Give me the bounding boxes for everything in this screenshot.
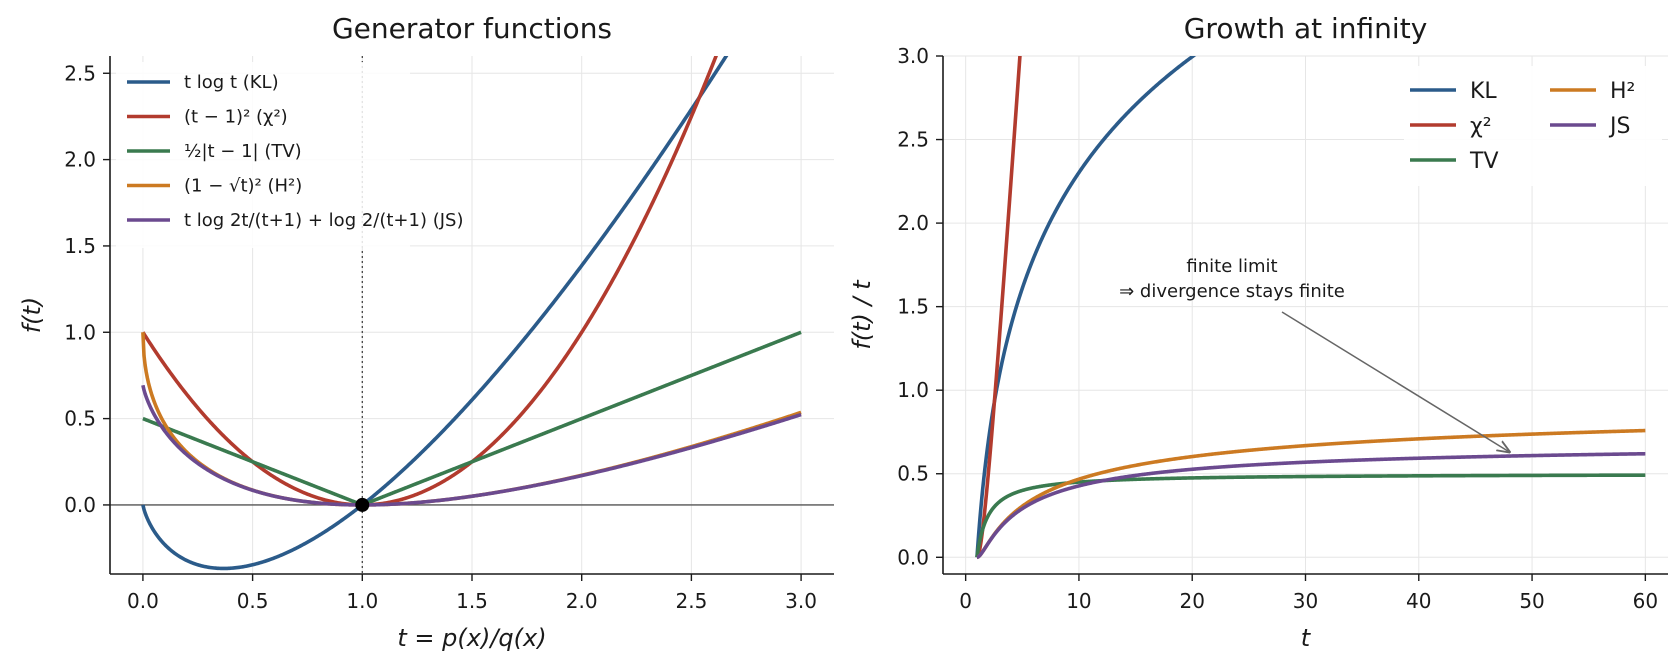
panel1-legend-label-KL: t log t (KL) xyxy=(184,72,279,93)
annotation-arrow xyxy=(1281,311,1509,452)
panel2-legend-label-H2: H² xyxy=(1610,79,1635,104)
panel2-x-axis-label: t xyxy=(1301,624,1312,652)
panel2-y-axis-label: f(t) / t xyxy=(848,279,876,350)
panel1-legend: t log t (KL) (t − 1)² (χ²) ½|t − 1| (TV) (1… xyxy=(116,62,464,248)
panel2-y-tick-label: 3.0 xyxy=(897,44,929,68)
panel1-x-tick-label: 1.5 xyxy=(456,589,488,613)
panel2-legend-label-chi2: χ² xyxy=(1470,114,1492,139)
panel1-x-tick-label: 1.0 xyxy=(346,589,378,613)
panel2-legend: KL χ² TV H² JS xyxy=(1410,79,1635,174)
panel1-legend-label-JS: t log 2t/(t+1) + log 2/(t+1) (JS) xyxy=(184,210,464,231)
panel1-legend-label-TV: ½|t − 1| (TV) xyxy=(184,141,302,162)
panel2-series-H2 xyxy=(975,428,1646,560)
panel1-legend-box xyxy=(116,62,410,248)
panel1-x-axis-label: t = p(x)/q(x) xyxy=(397,624,546,652)
generator-functions-panel: 0.0 0.5 1.0 1.5 2.0 2.5 3.00.00.51.01.52.02.5 … xyxy=(18,12,834,652)
panel2-x-tick-label: 40 xyxy=(1406,589,1431,613)
panel1-x-tick-label: 0.5 xyxy=(237,589,269,613)
panel2-x-tick-label: 30 xyxy=(1293,589,1318,613)
annotation-line-2: ⇒ divergence stays finite xyxy=(1119,281,1345,302)
panel2-x-tick-label: 10 xyxy=(1066,589,1091,613)
panel1-x-tick-label: 3.0 xyxy=(785,589,817,613)
panel1-series-TV xyxy=(142,330,802,507)
panel2-legend-label-KL: KL xyxy=(1470,79,1497,104)
panel1-x-tick-label: 2.0 xyxy=(566,589,598,613)
panel2-y-tick-label: 1.0 xyxy=(897,378,929,402)
panel1-y-tick-label: 0.5 xyxy=(64,407,96,431)
panel2-y-tick-label: 2.5 xyxy=(897,128,929,152)
panel1-legend-label-H2: (1 − √t)² (H²) xyxy=(184,176,302,197)
panel1-x-tick-label: 0.0 xyxy=(127,589,159,613)
panel1-y-tick-label: 1.5 xyxy=(64,234,96,258)
panel2-x-tick-label: 20 xyxy=(1179,589,1204,613)
finite-limit-annotation: finite limit ⇒ divergence stays finite xyxy=(1119,256,1509,452)
panel1-y-tick-label: 2.0 xyxy=(64,148,96,172)
panel2-legend-label-TV: TV xyxy=(1469,149,1499,174)
panel2-title: Growth at infinity xyxy=(1184,12,1428,45)
panel2-x-tick-label: 60 xyxy=(1633,589,1658,613)
panel2-series-JS xyxy=(975,451,1646,560)
panel2-x-tick-label: 0 xyxy=(959,589,972,613)
panel2-y-tick-label: 1.5 xyxy=(897,295,929,319)
panel2-x-tick-label: 50 xyxy=(1519,589,1544,613)
panel1-y-axis-label: f(t) xyxy=(18,297,46,334)
panel2-series-KL xyxy=(975,56,1197,558)
panel2-y-tick-label: 0.5 xyxy=(897,462,929,486)
panel1-series-KL xyxy=(141,56,729,571)
panel1-series-JS xyxy=(141,384,802,507)
panel1-axes: 0.0 0.5 1.0 1.5 2.0 2.5 3.0 0.0 0.5 1.0 1.5 2.0 2.5 xyxy=(64,56,834,613)
panel1-title: Generator functions xyxy=(332,12,612,45)
unity-point-marker xyxy=(355,497,370,512)
growth-at-infinity-panel: 0 10 20 30 40 50 60 0.0 0.5 1.0 1.5 2.0 2.5 3.0 Growt… xyxy=(848,12,1668,652)
panel1-legend-label-chi2: (t − 1)² (χ²) xyxy=(184,107,288,128)
panel1-y-tick-label: 1.0 xyxy=(64,320,96,344)
panel2-legend-label-JS: JS xyxy=(1608,114,1630,139)
panel2-series-TV xyxy=(975,473,1646,558)
panel2-y-tick-label: 2.0 xyxy=(897,211,929,235)
panel1-series-group xyxy=(141,56,802,571)
panel1-y-tick-label: 2.5 xyxy=(64,61,96,85)
panel1-y-tick-label: 0.0 xyxy=(64,493,96,517)
panel1-x-tick-label: 2.5 xyxy=(675,589,707,613)
panel2-series-group xyxy=(975,56,1646,560)
panel2-axes: 0 10 20 30 40 50 60 0.0 0.5 1.0 1.5 2.0 2.5 3.0 xyxy=(897,44,1668,613)
annotation-line-1: finite limit xyxy=(1186,256,1277,277)
panel2-y-tick-label: 0.0 xyxy=(897,545,929,569)
